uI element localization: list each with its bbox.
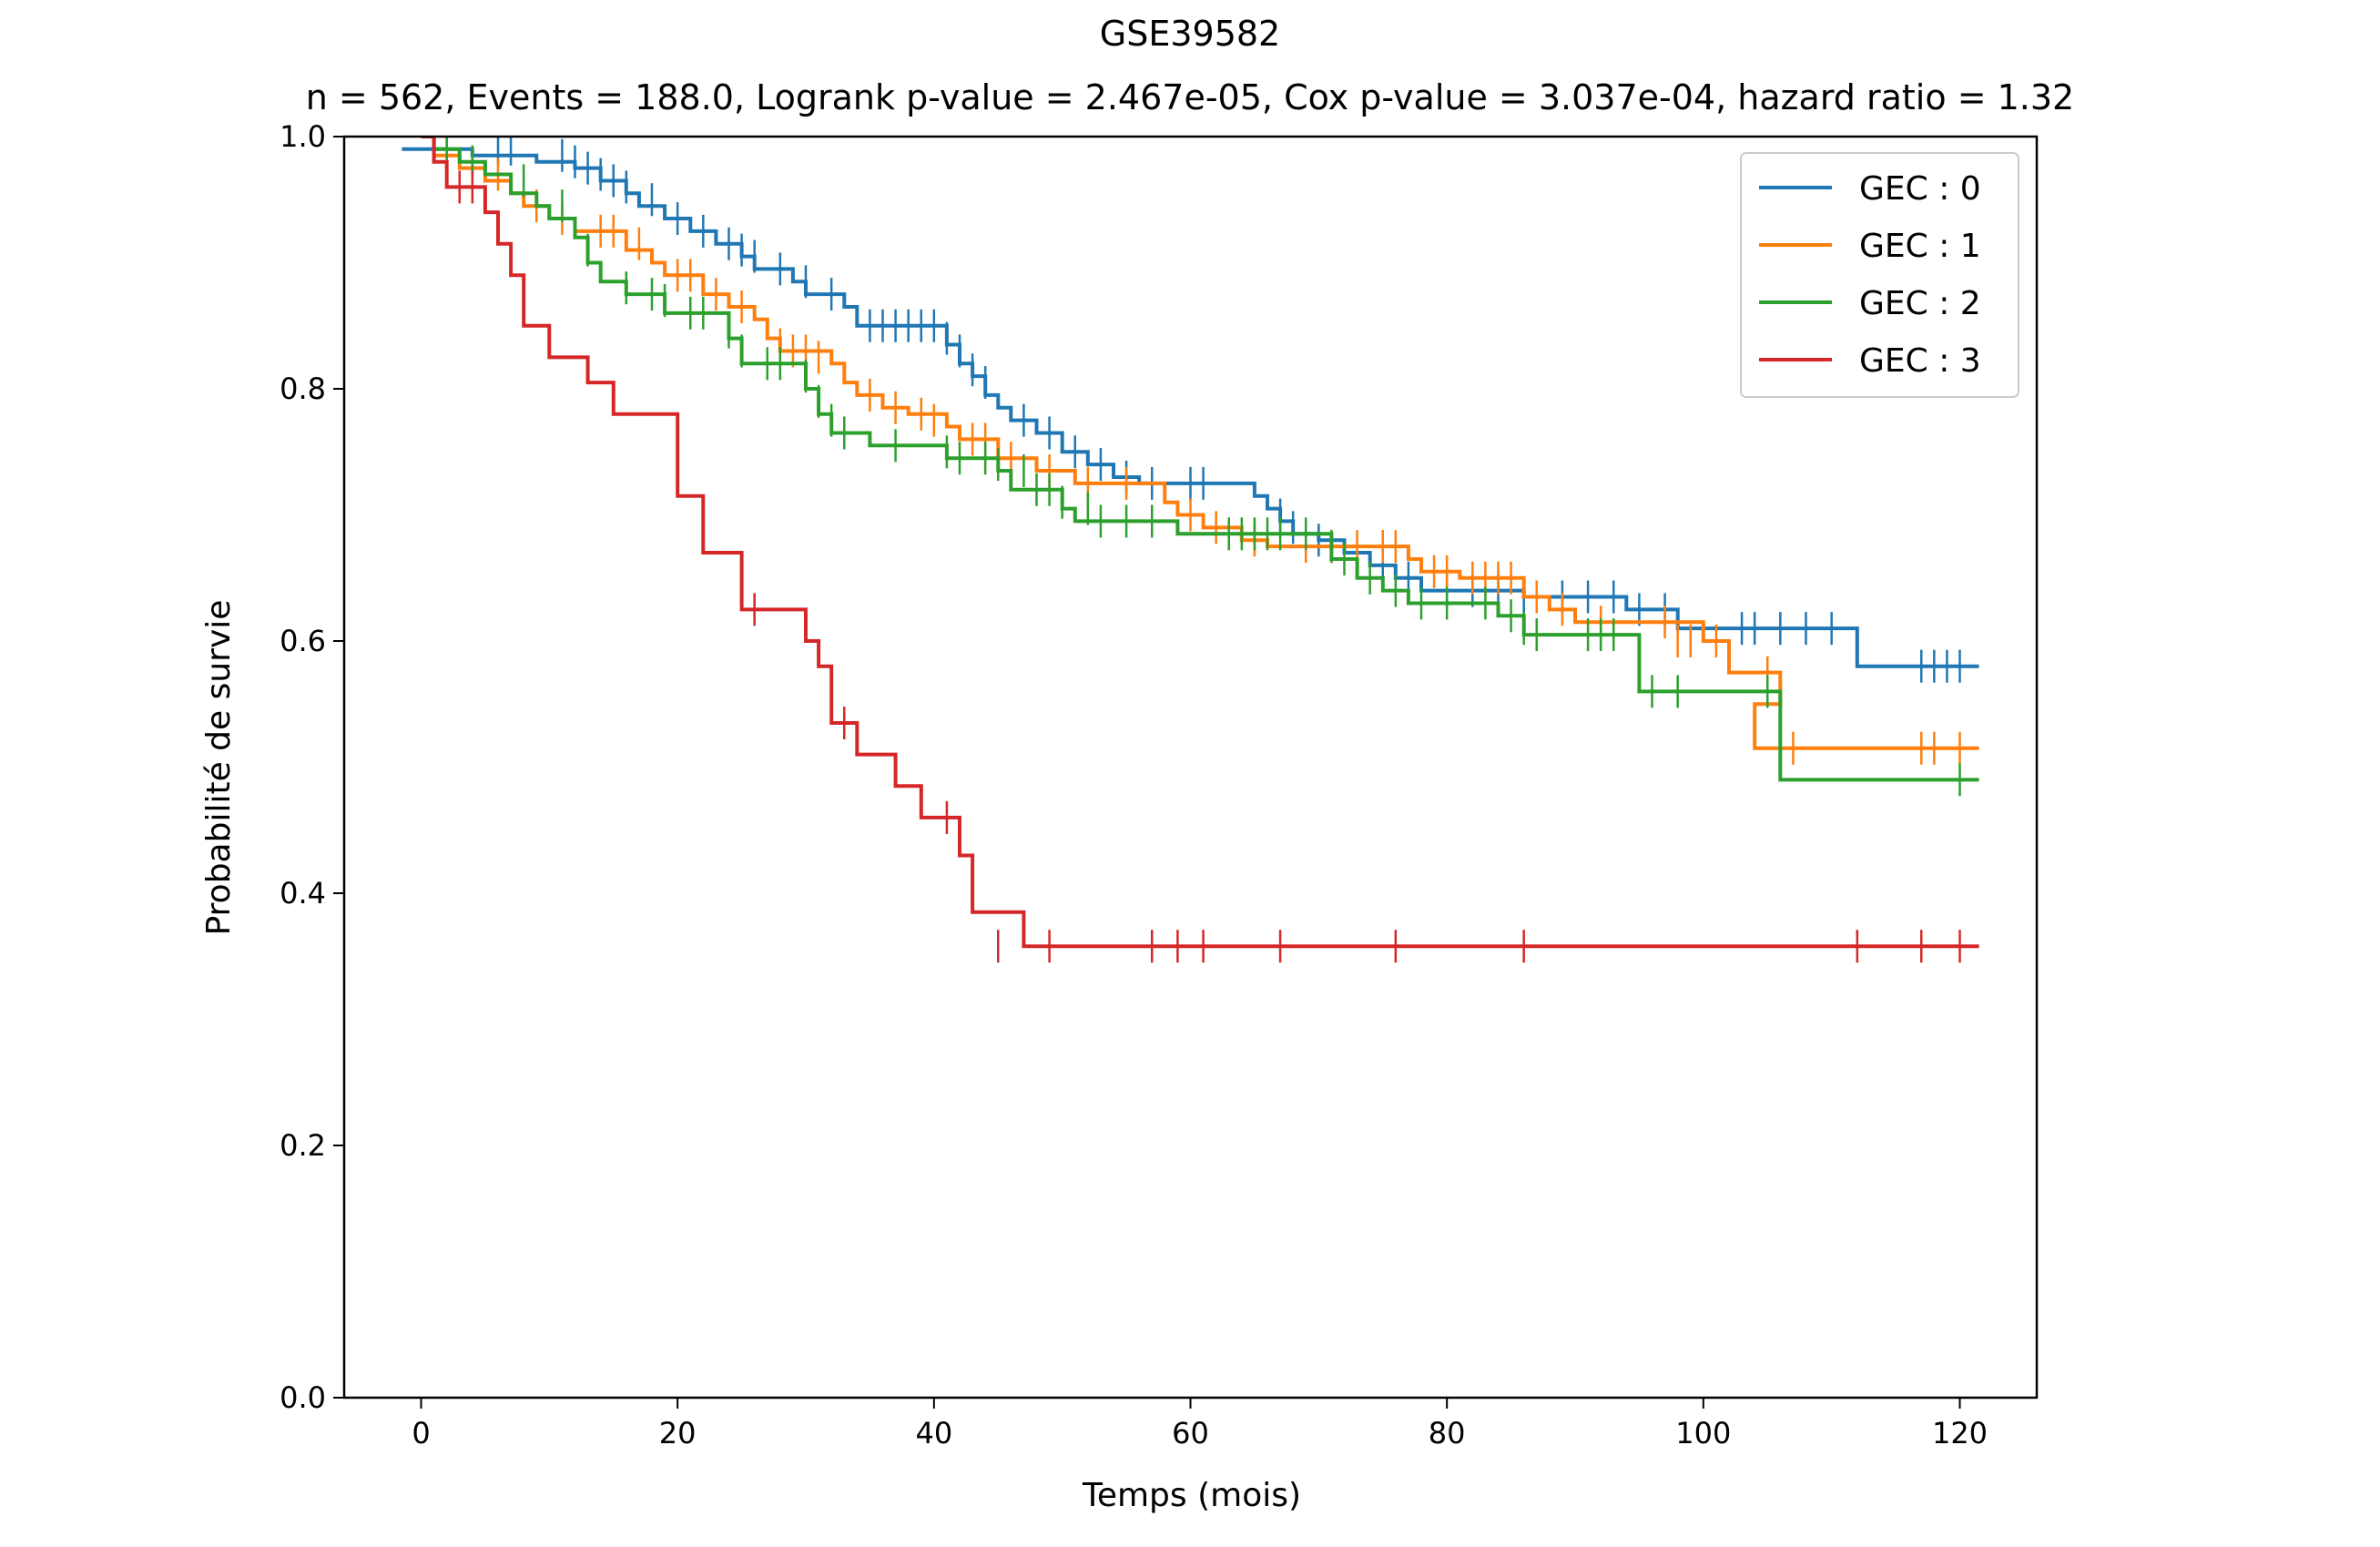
legend-label-gec-3: GEC : 3 <box>1859 342 1981 380</box>
plot-area <box>402 137 1979 963</box>
x-tick-label: 100 <box>1675 1416 1731 1450</box>
legend-label-gec-1: GEC : 1 <box>1859 228 1981 265</box>
y-tick-label: 0.4 <box>280 876 326 911</box>
survival-curve-gec-3 <box>421 137 1979 949</box>
x-axis-label: Temps (mois) <box>1082 1477 1301 1514</box>
legend: GEC : 0 GEC : 1 GEC : 2 GEC : 3 <box>1740 152 2019 398</box>
x-tick-label: 0 <box>412 1416 430 1450</box>
chart-title: GSE39582 <box>1100 14 1280 54</box>
x-tick-label: 40 <box>915 1416 952 1450</box>
legend-label-gec-0: GEC : 0 <box>1859 170 1981 208</box>
y-tick-label: 0.8 <box>280 371 326 406</box>
y-tick-label: 0.0 <box>280 1380 326 1415</box>
x-tick-label: 60 <box>1172 1416 1209 1450</box>
axes: 0 20 40 60 80 100 120 0.0 0.2 0.4 0.6 0.8 1.0 <box>280 119 2039 1450</box>
x-tick-label: 20 <box>659 1416 697 1450</box>
y-tick-label: 1.0 <box>280 119 326 154</box>
curves-group <box>402 137 1979 963</box>
chart-subtitle: n = 562, Events = 188.0, Logrank p-value… <box>306 77 2074 117</box>
y-tick-label: 0.2 <box>280 1128 326 1163</box>
y-tick-label: 0.6 <box>280 624 326 658</box>
y-axis-label: Probabilité de survie <box>200 600 238 936</box>
legend-label-gec-2: GEC : 2 <box>1859 285 1981 322</box>
x-tick-label: 120 <box>1932 1416 1988 1450</box>
x-tick-label: 80 <box>1429 1416 1466 1450</box>
legend-box <box>1740 152 2019 398</box>
